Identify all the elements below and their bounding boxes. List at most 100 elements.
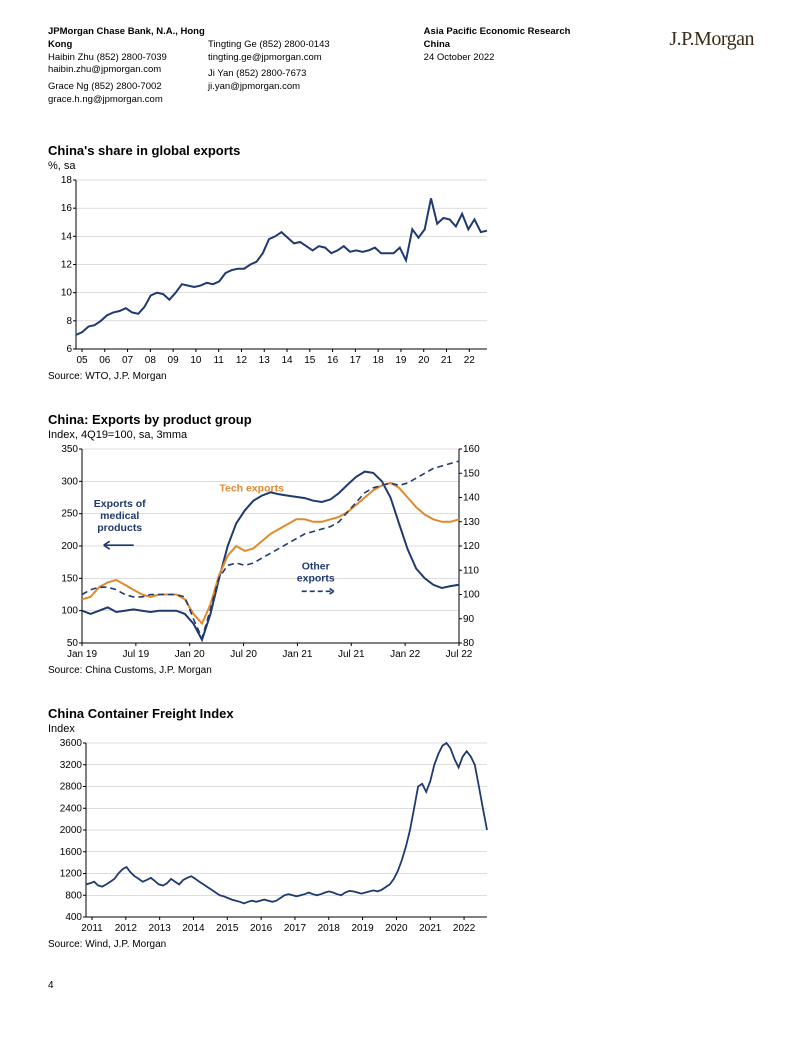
chart-1-svg: 6810121416180506070809101112131415161718… <box>48 174 493 369</box>
author-1: Haibin Zhu (852) 2800-7039 <box>48 52 208 65</box>
svg-text:1200: 1200 <box>60 868 83 879</box>
svg-text:06: 06 <box>99 355 111 366</box>
svg-text:100: 100 <box>463 589 480 600</box>
svg-text:Jan 20: Jan 20 <box>175 649 205 660</box>
svg-text:Jan 22: Jan 22 <box>390 649 420 660</box>
svg-text:2020: 2020 <box>385 923 408 934</box>
svg-text:Jul 21: Jul 21 <box>338 649 365 660</box>
svg-text:2021: 2021 <box>419 923 442 934</box>
page-number: 4 <box>48 980 754 991</box>
svg-text:8: 8 <box>66 316 72 327</box>
chart-2-subtitle: Index, 4Q19=100, sa, 3mma <box>48 429 754 441</box>
svg-text:Exports of: Exports of <box>94 498 146 510</box>
svg-text:10: 10 <box>61 288 73 299</box>
chart-1-title: China's share in global exports <box>48 143 754 158</box>
svg-text:80: 80 <box>463 638 475 649</box>
document-header: JPMorgan Chase Bank, N.A., Hong Kong Hai… <box>48 26 754 107</box>
email-4: ji.yan@jpmorgan.com <box>208 81 368 94</box>
svg-text:50: 50 <box>67 638 79 649</box>
svg-text:08: 08 <box>145 355 157 366</box>
svg-text:150: 150 <box>463 468 480 479</box>
svg-text:150: 150 <box>61 573 78 584</box>
svg-text:22: 22 <box>464 355 476 366</box>
svg-text:2016: 2016 <box>250 923 273 934</box>
jpmorgan-logo: J.P.Morgan <box>669 28 754 50</box>
svg-text:09: 09 <box>168 355 180 366</box>
svg-text:18: 18 <box>61 175 73 186</box>
svg-text:exports: exports <box>297 572 335 584</box>
chart-3-subtitle: Index <box>48 723 754 735</box>
svg-text:2013: 2013 <box>149 923 172 934</box>
author-4: Ji Yan (852) 2800-7673 <box>208 68 368 81</box>
svg-text:17: 17 <box>350 355 362 366</box>
header-logo: J.P.Morgan <box>669 26 754 107</box>
svg-text:Jul 19: Jul 19 <box>123 649 150 660</box>
svg-text:2018: 2018 <box>318 923 341 934</box>
svg-text:12: 12 <box>236 355 248 366</box>
svg-text:05: 05 <box>76 355 88 366</box>
svg-text:16: 16 <box>327 355 339 366</box>
page: JPMorgan Chase Bank, N.A., Hong Kong Hai… <box>0 0 802 1011</box>
svg-text:160: 160 <box>463 444 480 455</box>
svg-text:300: 300 <box>61 476 78 487</box>
chart-1-subtitle: %, sa <box>48 160 754 172</box>
svg-text:110: 110 <box>463 565 479 576</box>
chart-2-source: Source: China Customs, J.P. Morgan <box>48 665 754 676</box>
svg-text:1600: 1600 <box>60 847 83 858</box>
email-2: grace.h.ng@jpmorgan.com <box>48 94 208 107</box>
svg-text:130: 130 <box>463 517 480 528</box>
svg-text:2400: 2400 <box>60 803 83 814</box>
chart-2-svg: 5010015020025030035080901001101201301401… <box>48 443 493 663</box>
header-authors: JPMorgan Chase Bank, N.A., Hong Kong Hai… <box>48 26 368 107</box>
chart-2-block: China: Exports by product group Index, 4… <box>48 412 754 676</box>
bank-name: JPMorgan Chase Bank, N.A., Hong Kong <box>48 26 208 52</box>
svg-text:400: 400 <box>65 912 82 923</box>
chart-3-source: Source: Wind, J.P. Morgan <box>48 939 754 950</box>
svg-text:products: products <box>97 522 142 534</box>
email-1: haibin.zhu@jpmorgan.com <box>48 64 208 77</box>
svg-text:2014: 2014 <box>182 923 205 934</box>
svg-text:2019: 2019 <box>351 923 374 934</box>
svg-text:2022: 2022 <box>453 923 476 934</box>
svg-text:350: 350 <box>61 444 78 455</box>
svg-text:12: 12 <box>61 259 73 270</box>
svg-text:15: 15 <box>304 355 316 366</box>
publication-date: 24 October 2022 <box>424 52 614 65</box>
svg-text:3200: 3200 <box>60 760 83 771</box>
svg-text:Jul 20: Jul 20 <box>230 649 257 660</box>
svg-text:90: 90 <box>463 614 475 625</box>
svg-text:18: 18 <box>373 355 385 366</box>
region: China <box>424 39 614 52</box>
svg-text:2017: 2017 <box>284 923 307 934</box>
svg-text:2000: 2000 <box>60 825 83 836</box>
svg-text:21: 21 <box>441 355 453 366</box>
svg-text:16: 16 <box>61 203 73 214</box>
svg-text:140: 140 <box>463 492 480 503</box>
svg-text:6: 6 <box>66 344 72 355</box>
author-2: Grace Ng (852) 2800-7002 <box>48 81 208 94</box>
svg-text:100: 100 <box>61 606 78 617</box>
chart-3-svg: 4008001200160020002400280032003600201120… <box>48 737 493 937</box>
svg-text:19: 19 <box>395 355 407 366</box>
svg-text:800: 800 <box>65 890 82 901</box>
svg-text:14: 14 <box>281 355 293 366</box>
chart-2-title: China: Exports by product group <box>48 412 754 427</box>
chart-3-title: China Container Freight Index <box>48 706 754 721</box>
svg-text:14: 14 <box>61 231 73 242</box>
svg-text:Jul 22: Jul 22 <box>446 649 473 660</box>
svg-text:120: 120 <box>463 541 480 552</box>
svg-text:Other: Other <box>302 560 330 572</box>
chart-1-source: Source: WTO, J.P. Morgan <box>48 371 754 382</box>
svg-text:2012: 2012 <box>115 923 138 934</box>
svg-text:07: 07 <box>122 355 134 366</box>
email-3: tingting.ge@jpmorgan.com <box>208 52 368 65</box>
svg-text:3600: 3600 <box>60 738 83 749</box>
author-3: Tingting Ge (852) 2800-0143 <box>208 39 368 52</box>
svg-text:200: 200 <box>61 541 78 552</box>
svg-text:Tech exports: Tech exports <box>219 483 284 495</box>
svg-text:20: 20 <box>418 355 430 366</box>
department: Asia Pacific Economic Research <box>424 26 614 39</box>
svg-text:13: 13 <box>259 355 271 366</box>
svg-text:2011: 2011 <box>81 923 103 934</box>
svg-text:Jan 21: Jan 21 <box>282 649 312 660</box>
